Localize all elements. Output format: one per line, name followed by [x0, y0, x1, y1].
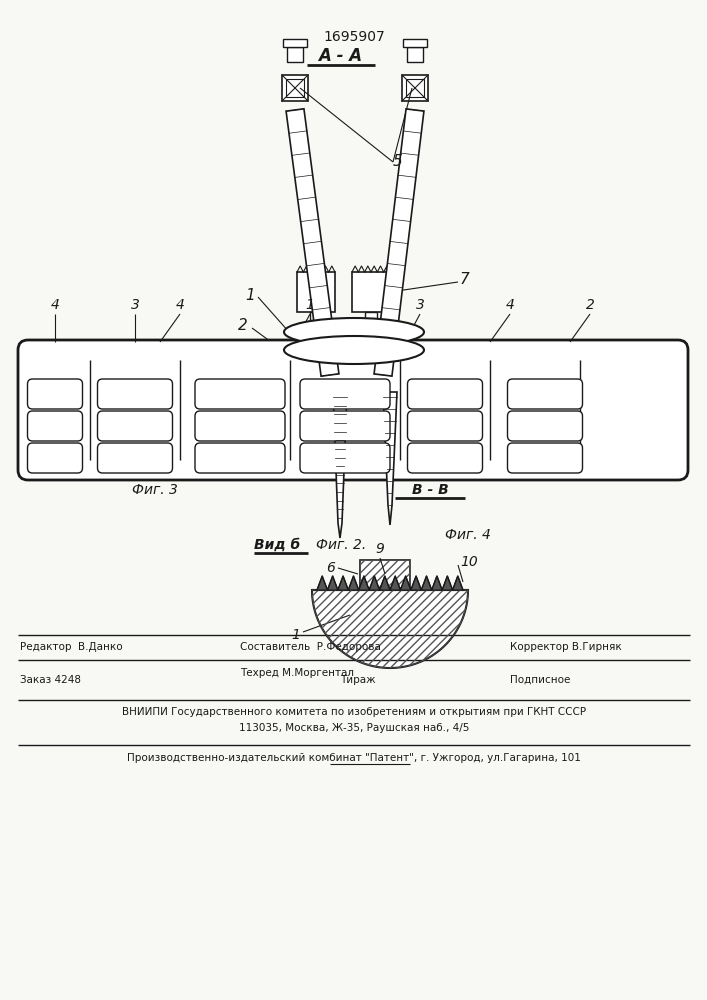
Text: Фиг. 2.: Фиг. 2.: [316, 538, 366, 552]
Text: 4: 4: [175, 298, 185, 312]
FancyBboxPatch shape: [407, 443, 482, 473]
FancyBboxPatch shape: [407, 379, 482, 409]
Ellipse shape: [284, 318, 424, 346]
Text: Подписное: Подписное: [510, 675, 571, 685]
Text: Тираж: Тираж: [340, 675, 375, 685]
Bar: [352, 272, 390, 312]
Text: А - А: А - А: [318, 47, 362, 65]
Polygon shape: [369, 576, 380, 590]
Text: 9: 9: [375, 542, 385, 556]
Bar: [365, 312, 377, 320]
Text: Фиг. 4: Фиг. 4: [445, 528, 491, 542]
Polygon shape: [358, 576, 369, 590]
FancyBboxPatch shape: [98, 411, 173, 441]
Polygon shape: [432, 576, 442, 590]
Bar: [360, 560, 410, 588]
Polygon shape: [390, 576, 400, 590]
Text: Составитель  Р.Федорова: Составитель Р.Федорова: [240, 642, 381, 652]
Polygon shape: [317, 576, 327, 590]
Text: 1: 1: [245, 288, 255, 302]
FancyBboxPatch shape: [28, 411, 83, 441]
FancyBboxPatch shape: [195, 379, 285, 409]
Polygon shape: [333, 392, 347, 538]
Polygon shape: [286, 109, 339, 376]
Polygon shape: [338, 576, 349, 590]
Text: 1: 1: [305, 298, 315, 312]
Text: В - В: В - В: [411, 483, 448, 497]
Polygon shape: [421, 576, 432, 590]
FancyBboxPatch shape: [28, 443, 83, 473]
Text: 5: 5: [393, 154, 403, 169]
FancyBboxPatch shape: [18, 340, 688, 480]
Text: 4: 4: [506, 298, 515, 312]
FancyBboxPatch shape: [195, 443, 285, 473]
Text: 3: 3: [131, 298, 139, 312]
Polygon shape: [380, 576, 390, 590]
Polygon shape: [400, 576, 411, 590]
Bar: [403, 39, 427, 47]
Polygon shape: [312, 590, 468, 668]
FancyBboxPatch shape: [508, 443, 583, 473]
FancyBboxPatch shape: [407, 411, 482, 441]
Bar: [302, 357, 330, 392]
FancyBboxPatch shape: [300, 411, 390, 441]
Text: Заказ 4248: Заказ 4248: [20, 675, 81, 685]
Polygon shape: [374, 109, 424, 376]
Text: ВНИИПИ Государственного комитета по изобретениям и открытиям при ГКНТ СССР: ВНИИПИ Государственного комитета по изоб…: [122, 707, 586, 717]
Text: 2: 2: [585, 298, 595, 312]
Text: 1695907: 1695907: [323, 30, 385, 44]
Text: Корректор В.Гирняк: Корректор В.Гирняк: [510, 642, 621, 652]
Text: Техред М.Моргентал: Техред М.Моргентал: [240, 668, 354, 678]
Bar: [407, 47, 423, 62]
Polygon shape: [452, 576, 463, 590]
Bar: [360, 560, 410, 588]
Text: Производственно-издательский комбинат "Патент", г. Ужгород, ул.Гагарина, 101: Производственно-издательский комбинат "П…: [127, 753, 581, 763]
Text: 10: 10: [460, 555, 478, 569]
Text: Вид б: Вид б: [254, 538, 300, 552]
Ellipse shape: [284, 336, 424, 364]
Bar: [287, 47, 303, 62]
FancyBboxPatch shape: [508, 411, 583, 441]
Text: 113035, Москва, Ж-35, Раушская наб., 4/5: 113035, Москва, Ж-35, Раушская наб., 4/5: [239, 723, 469, 733]
Polygon shape: [442, 576, 452, 590]
FancyBboxPatch shape: [300, 379, 390, 409]
Polygon shape: [383, 392, 397, 525]
FancyBboxPatch shape: [195, 411, 285, 441]
Bar: [282, 75, 308, 101]
Bar: [283, 39, 307, 47]
Polygon shape: [327, 576, 338, 590]
FancyBboxPatch shape: [98, 379, 173, 409]
Bar: [406, 79, 424, 97]
Bar: [310, 312, 322, 320]
Text: Редактор  В.Данко: Редактор В.Данко: [20, 642, 122, 652]
Text: 6: 6: [326, 561, 335, 575]
Bar: [297, 272, 335, 312]
FancyBboxPatch shape: [28, 379, 83, 409]
Text: 1: 1: [291, 628, 300, 642]
Bar: [402, 75, 428, 101]
Bar: [286, 79, 304, 97]
Polygon shape: [349, 576, 358, 590]
Text: 4: 4: [51, 298, 59, 312]
Polygon shape: [411, 576, 421, 590]
Text: 3: 3: [416, 298, 424, 312]
FancyBboxPatch shape: [98, 443, 173, 473]
FancyBboxPatch shape: [508, 379, 583, 409]
Text: 2: 2: [238, 318, 248, 332]
Text: Фиг. 3: Фиг. 3: [132, 483, 178, 497]
Bar: [356, 357, 384, 392]
FancyBboxPatch shape: [300, 443, 390, 473]
Text: 7: 7: [460, 272, 469, 288]
